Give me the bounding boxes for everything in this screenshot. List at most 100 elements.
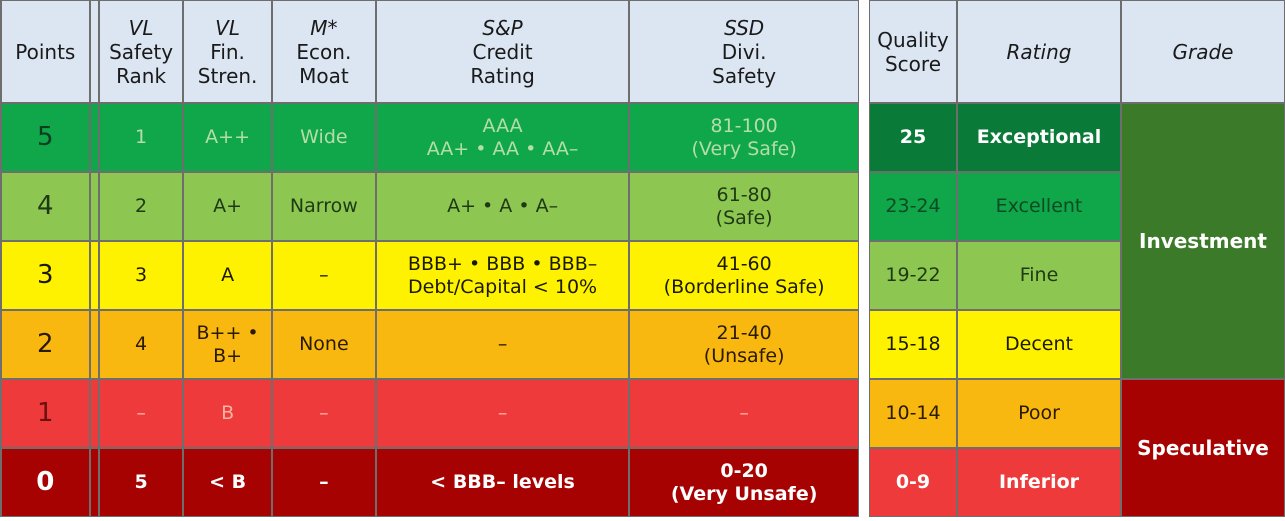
- table-row: 15-18 Decent: [869, 310, 1285, 379]
- rating-cell: Fine: [957, 241, 1121, 310]
- cell-line: AAA: [482, 114, 523, 137]
- cell-line: –: [497, 333, 508, 356]
- quality-score-cell: 19-22: [869, 241, 957, 310]
- divi-safety-cell: 61-80 (Safe): [629, 172, 859, 241]
- divi-safety-cell: 41-60 (Borderline Safe): [629, 241, 859, 310]
- header-sp-credit-rating: S&P Credit Rating: [375, 0, 630, 103]
- table-row: 0-9 Inferior: [869, 448, 1285, 517]
- safety-points-table: Points VL Safety Rank VL Fin. Stren. M* …: [0, 0, 859, 517]
- divi-safety-cell: 81-100 (Very Safe): [629, 103, 859, 172]
- cell-line: AA+ • AA • AA–: [426, 137, 579, 160]
- header-line: Rank: [116, 63, 167, 88]
- quality-score-cell: 23-24: [869, 172, 957, 241]
- header-line: Rating: [470, 63, 535, 88]
- table-row: 10-14 Poor Speculative: [869, 379, 1285, 517]
- header-line: Moat: [299, 63, 349, 88]
- header-line: Econ.: [296, 39, 352, 64]
- column-separator: [89, 172, 99, 241]
- credit-rating-cell: –: [375, 379, 630, 448]
- cell-line: 81-100: [710, 114, 778, 137]
- header-row: Points VL Safety Rank VL Fin. Stren. M* …: [1, 0, 859, 103]
- quality-score-cell: 10-14: [869, 379, 957, 448]
- cell-line: 21-40: [716, 321, 772, 344]
- quality-score-cell: 0-9: [869, 448, 957, 517]
- points-cell: 5: [1, 103, 90, 172]
- cell-line: (Very Safe): [691, 137, 797, 160]
- points-cell: 4: [1, 172, 90, 241]
- cell-line: Debt/Capital < 10%: [408, 275, 598, 298]
- moat-cell: None: [271, 310, 376, 379]
- fin-strength-cell: < B: [183, 448, 272, 517]
- safety-rank-cell: –: [98, 379, 184, 448]
- cell-line: (Unsafe): [703, 344, 785, 367]
- credit-rating-cell: –: [375, 310, 630, 379]
- fin-strength-cell: B++ • B+: [183, 310, 272, 379]
- moat-cell: Narrow: [271, 172, 376, 241]
- safety-rank-cell: 1: [98, 103, 184, 172]
- cell-line: A+ • A • A–: [447, 195, 559, 218]
- cell-line: (Safe): [715, 206, 773, 229]
- header-points: Points: [1, 0, 90, 103]
- credit-rating-cell: A+ • A • A–: [375, 172, 630, 241]
- cell-line: 61-80: [716, 183, 772, 206]
- quality-score-cell: 25: [869, 103, 957, 172]
- quality-score-table: Quality Score Rating Grade 25 Exceptiona…: [869, 0, 1285, 517]
- safety-rank-cell: 4: [98, 310, 184, 379]
- table-row: 2 4 B++ • B+ None – 21-40 (Unsafe): [1, 310, 859, 379]
- header-line: VL: [215, 15, 240, 40]
- safety-rank-cell: 2: [98, 172, 184, 241]
- table-row: 4 2 A+ Narrow A+ • A • A– 61-80 (Safe): [1, 172, 859, 241]
- points-cell: 1: [1, 379, 90, 448]
- fin-strength-cell: A++: [183, 103, 272, 172]
- header-ssd-divi-safety: SSD Divi. Safety: [629, 0, 859, 103]
- table-row: 1 – B – – –: [1, 379, 859, 448]
- rating-cell: Excellent: [957, 172, 1121, 241]
- moat-cell: –: [271, 448, 376, 517]
- column-separator: [89, 103, 99, 172]
- column-separator: [89, 310, 99, 379]
- header-line: M*: [310, 15, 338, 40]
- rating-cell: Inferior: [957, 448, 1121, 517]
- points-cell: 3: [1, 241, 90, 310]
- credit-rating-cell: < BBB– levels: [375, 448, 630, 517]
- table-row: 0 5 < B – < BBB– levels 0-20 (Very Unsaf…: [1, 448, 859, 517]
- header-line: Divi.: [721, 39, 767, 64]
- header-vl-fin-strength: VL Fin. Stren.: [183, 0, 272, 103]
- header-line: Safety: [109, 39, 174, 64]
- header-line: S&P: [482, 15, 523, 40]
- header-line: Credit: [472, 39, 533, 64]
- header-rating: Rating: [957, 0, 1121, 103]
- table-row: 19-22 Fine: [869, 241, 1285, 310]
- quality-score-cell: 15-18: [869, 310, 957, 379]
- cell-line: (Borderline Safe): [663, 275, 825, 298]
- header-econ-moat: M* Econ. Moat: [271, 0, 376, 103]
- cell-line: < BBB– levels: [430, 471, 575, 494]
- rating-cell: Poor: [957, 379, 1121, 448]
- table-row: 23-24 Excellent: [869, 172, 1285, 241]
- header-line: VL: [128, 15, 154, 40]
- header-line: Fin.: [210, 39, 245, 64]
- header-line: Safety: [712, 63, 777, 88]
- safety-rank-cell: 5: [98, 448, 184, 517]
- points-cell: 2: [1, 310, 90, 379]
- header-line: Quality: [877, 27, 949, 52]
- divi-safety-cell: –: [629, 379, 859, 448]
- divi-safety-cell: 21-40 (Unsafe): [629, 310, 859, 379]
- points-cell: 0: [1, 448, 90, 517]
- rating-cell: Exceptional: [957, 103, 1121, 172]
- table-row: 25 Exceptional Investment: [869, 103, 1285, 379]
- cell-line: –: [739, 402, 749, 425]
- column-separator: [89, 448, 99, 517]
- fin-strength-cell: B: [183, 379, 272, 448]
- header-line: Stren.: [197, 63, 258, 88]
- column-separator: [89, 0, 99, 103]
- fin-strength-cell: A+: [183, 172, 272, 241]
- table-row: 5 1 A++ Wide AAA AA+ • AA • AA– 81-100 (…: [1, 103, 859, 172]
- moat-cell: –: [271, 379, 376, 448]
- header-grade: Grade: [1121, 0, 1285, 103]
- moat-cell: Wide: [271, 103, 376, 172]
- column-separator: [89, 379, 99, 448]
- moat-cell: –: [271, 241, 376, 310]
- header-row: Quality Score Rating Grade: [869, 0, 1285, 103]
- credit-rating-cell: AAA AA+ • AA • AA–: [375, 103, 630, 172]
